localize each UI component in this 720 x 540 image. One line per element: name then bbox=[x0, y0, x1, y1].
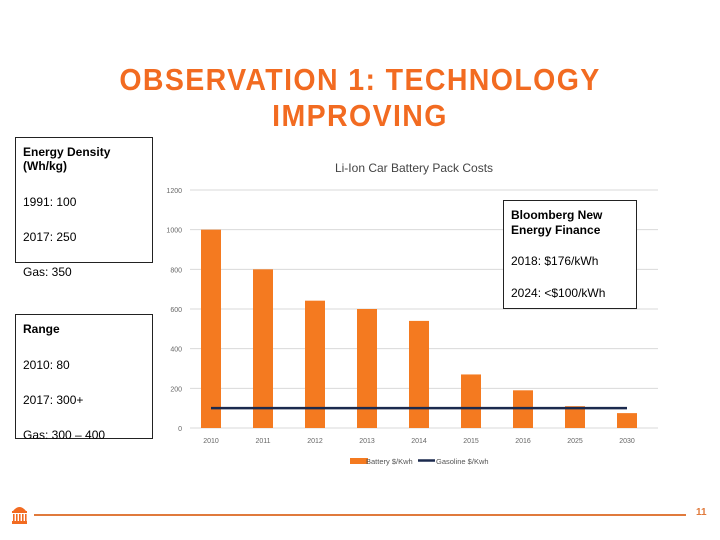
x-tick-label: 2014 bbox=[411, 438, 427, 445]
range-line: Gas: 300 – 400 bbox=[23, 428, 106, 442]
energy-density-box: Energy Density (Wh/kg) 1991: 100 2017: 2… bbox=[15, 137, 153, 279]
y-axis-ticks: 0 200 400 600 800 1000 1200 bbox=[166, 188, 182, 433]
y-tick-label: 1000 bbox=[166, 228, 182, 235]
x-tick-label: 2011 bbox=[255, 438, 270, 445]
x-tick-label: 2030 bbox=[619, 438, 635, 445]
bnef-box: Bloomberg New Energy Finance 2018: $176/… bbox=[503, 200, 637, 309]
chart-title: Li-Ion Car Battery Pack Costs bbox=[335, 161, 493, 175]
x-axis-ticks: 2010 2011 2012 2013 2014 2015 2016 2025 2030 bbox=[203, 438, 635, 445]
bar-2030 bbox=[617, 413, 637, 428]
bar-2012 bbox=[305, 300, 325, 428]
bar-2010 bbox=[201, 229, 221, 428]
legend-battery-swatch bbox=[350, 458, 368, 464]
x-tick-label: 2013 bbox=[359, 438, 375, 445]
bar-2015 bbox=[461, 374, 481, 428]
range-line: 2017: 300+ bbox=[23, 393, 84, 407]
y-tick-label: 200 bbox=[170, 386, 182, 393]
battery-bars bbox=[201, 229, 637, 428]
y-tick-label: 600 bbox=[170, 307, 182, 314]
chart-legend: Battery $/Kwh Gasoline $/Kwh bbox=[350, 457, 489, 466]
legend-battery-label: Battery $/Kwh bbox=[366, 457, 413, 466]
y-tick-label: 800 bbox=[170, 267, 182, 274]
range-line: 2010: 80 bbox=[23, 358, 70, 372]
bar-2011 bbox=[253, 269, 273, 428]
x-tick-label: 2012 bbox=[307, 438, 323, 445]
bar-2014 bbox=[409, 320, 429, 428]
bnef-line: 2018: $176/kWh bbox=[511, 254, 599, 268]
bar-2013 bbox=[357, 309, 377, 428]
bar-2025 bbox=[565, 406, 585, 428]
x-tick-label: 2015 bbox=[463, 438, 479, 445]
legend-gasoline-label: Gasoline $/Kwh bbox=[436, 457, 489, 466]
y-tick-label: 0 bbox=[178, 426, 182, 433]
x-tick-label: 2025 bbox=[567, 438, 583, 445]
y-tick-label: 400 bbox=[170, 347, 182, 354]
x-tick-label: 2016 bbox=[515, 438, 531, 445]
energy-density-line: 1991: 100 bbox=[23, 195, 77, 209]
range-heading: Range bbox=[23, 322, 60, 336]
y-tick-label: 1200 bbox=[166, 188, 182, 195]
battery-cost-chart: Li-Ion Car Battery Pack Costs 0 200 400 600… bbox=[166, 161, 658, 466]
energy-density-heading: Energy Density (Wh/kg) bbox=[23, 145, 111, 173]
footer-divider bbox=[34, 514, 686, 516]
range-box: Range 2010: 80 2017: 300+ Gas: 300 – 400 bbox=[15, 314, 153, 442]
university-rotunda-logo-icon bbox=[12, 507, 27, 524]
bnef-heading: Bloomberg New Energy Finance bbox=[511, 208, 603, 237]
page-number: 11 bbox=[696, 507, 707, 518]
slide-title: OBSERVATION 1: TECHNOLOGY IMPROVING bbox=[119, 62, 601, 133]
bnef-line: 2024: <$100/kWh bbox=[511, 286, 606, 300]
energy-density-line: Gas: 350 bbox=[23, 265, 72, 279]
x-tick-label: 2010 bbox=[203, 438, 219, 445]
energy-density-line: 2017: 250 bbox=[23, 230, 77, 244]
